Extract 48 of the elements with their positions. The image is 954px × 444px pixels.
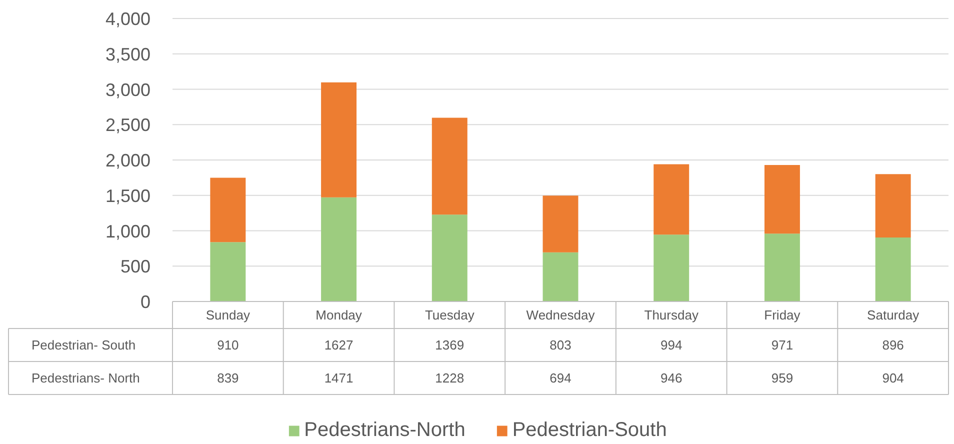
bar xyxy=(321,197,357,302)
data-label: 803 xyxy=(550,338,572,352)
text: Pedestrian- South xyxy=(32,338,136,352)
legend-label: Pedestrian-South xyxy=(512,419,667,442)
data-label: 1228 xyxy=(435,370,464,386)
bar xyxy=(542,252,578,302)
y-tick-label: 500 xyxy=(120,256,151,277)
text: Pedestrians- North xyxy=(32,370,140,386)
data-label: 971 xyxy=(771,338,794,352)
bar xyxy=(764,164,800,234)
x-tick-label: Monday xyxy=(316,308,362,322)
bar xyxy=(875,174,911,238)
legend-label: Pedestrians-North xyxy=(304,419,466,442)
data-label: 1627 xyxy=(324,338,354,352)
y-tick-label: 3,000 xyxy=(105,80,151,100)
data-label: 694 xyxy=(550,370,572,386)
y-tick-label: 4,000 xyxy=(105,9,151,29)
bar xyxy=(210,178,246,242)
x-tick-label: Wednesday xyxy=(526,308,596,322)
x-tick-label: Saturday xyxy=(867,308,920,322)
data-label: 959 xyxy=(771,370,794,386)
y-tick-label: 2,000 xyxy=(105,150,151,170)
bar xyxy=(321,82,357,198)
y-tick-label: 1,500 xyxy=(105,186,151,206)
data-label: 946 xyxy=(660,370,682,386)
bar xyxy=(654,234,690,302)
y-tick-label: 2,500 xyxy=(105,115,151,136)
data-label: 1369 xyxy=(435,338,464,352)
bar xyxy=(654,164,690,235)
bar xyxy=(432,118,468,215)
bar xyxy=(764,234,800,302)
y-tick-label: 1,000 xyxy=(105,221,151,242)
data-label: 904 xyxy=(882,370,904,386)
bar xyxy=(875,238,911,302)
bar xyxy=(542,196,578,252)
data-label: 910 xyxy=(217,338,239,352)
data-label: 1471 xyxy=(324,370,354,386)
x-tick-label: Sunday xyxy=(206,308,250,322)
data-label: 994 xyxy=(660,338,682,352)
x-tick-label: Thursday xyxy=(644,308,699,322)
x-tick-label: Friday xyxy=(764,308,801,322)
data-label: 896 xyxy=(882,338,904,352)
y-tick-label: 0 xyxy=(140,292,151,312)
bar xyxy=(210,242,246,302)
y-tick-label: 3,500 xyxy=(105,44,151,64)
x-tick-label: Tuesday xyxy=(424,308,475,322)
data-label: 839 xyxy=(217,370,239,386)
bar xyxy=(432,214,468,302)
